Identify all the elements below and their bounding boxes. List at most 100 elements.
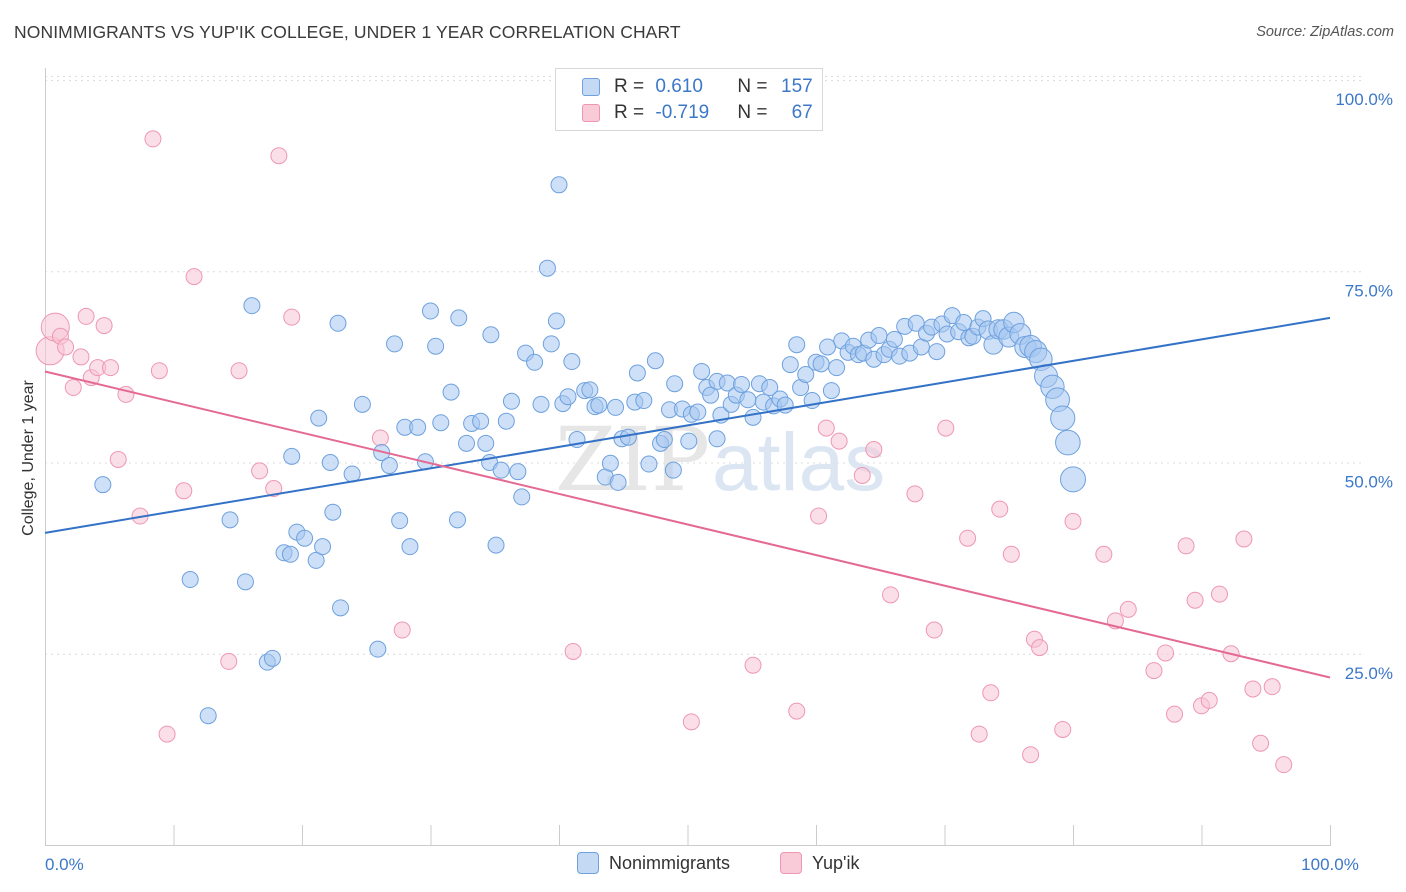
nonimmigrants-point bbox=[532, 395, 550, 413]
nonimmigrants-point bbox=[296, 529, 314, 547]
nonimmigrants-point bbox=[640, 455, 658, 473]
nonimmigrants-point bbox=[448, 511, 466, 529]
nonimmigrants-point bbox=[547, 312, 565, 330]
series-legend-nonimmigrants: Nonimmigrants bbox=[577, 852, 730, 874]
yupik-point bbox=[1200, 691, 1218, 709]
series-legend-swatch-yupik bbox=[780, 852, 802, 874]
nonimmigrants-point bbox=[477, 434, 495, 452]
yupik-points bbox=[35, 130, 1293, 774]
yupik-point bbox=[982, 684, 1000, 702]
nonimmigrants-point bbox=[655, 431, 673, 449]
nonimmigrants-point bbox=[761, 379, 779, 397]
legend-r-value: 0.610 bbox=[655, 76, 703, 97]
yupik-point bbox=[270, 147, 288, 165]
nonimmigrants-point bbox=[482, 326, 500, 344]
yupik-point bbox=[1157, 644, 1175, 662]
yupik-point bbox=[810, 507, 828, 525]
nonimmigrants-point bbox=[369, 640, 387, 658]
trend-lines bbox=[44, 316, 1331, 679]
nonimmigrants-point bbox=[628, 364, 646, 382]
yupik-point bbox=[1095, 545, 1113, 563]
legend-swatch-yupik bbox=[582, 104, 600, 122]
nonimmigrants-point bbox=[581, 381, 599, 399]
nonimmigrants-point bbox=[442, 383, 460, 401]
nonimmigrants-point bbox=[427, 337, 445, 355]
yupik-point bbox=[788, 702, 806, 720]
nonimmigrants-point bbox=[502, 392, 520, 410]
yupik-point bbox=[1145, 662, 1163, 680]
yupik-trend-line bbox=[44, 370, 1331, 679]
y-tick-label: 50.0% bbox=[1345, 473, 1393, 492]
nonimmigrants-point bbox=[497, 412, 515, 430]
y-tick-label: 25.0% bbox=[1345, 664, 1393, 683]
nonimmigrants-point bbox=[590, 396, 608, 414]
nonimmigrants-point bbox=[450, 309, 468, 327]
yupik-point bbox=[1210, 585, 1228, 603]
nonimmigrants-point bbox=[314, 538, 332, 556]
nonimmigrants-point bbox=[307, 551, 325, 569]
legend-r-label: R = bbox=[614, 102, 650, 123]
nonimmigrants-point bbox=[526, 353, 544, 371]
x-tick-label: 0.0% bbox=[45, 855, 84, 874]
legend-n-label: N = bbox=[737, 102, 773, 123]
nonimmigrants-point bbox=[550, 176, 568, 194]
nonimmigrants-point bbox=[788, 336, 806, 354]
yupik-point bbox=[1022, 746, 1040, 764]
nonimmigrants-point bbox=[181, 571, 199, 589]
nonimmigrants-point bbox=[332, 599, 350, 617]
nonimmigrants-point bbox=[380, 457, 398, 475]
axes bbox=[45, 68, 1331, 846]
nonimmigrants-point bbox=[739, 391, 757, 409]
nonimmigrants-point bbox=[702, 386, 720, 404]
nonimmigrants-point bbox=[708, 430, 726, 448]
series-legend-label: Nonimmigrants bbox=[609, 852, 731, 873]
yupik-point bbox=[64, 379, 82, 397]
series-legend-yupik: Yup'ik bbox=[780, 852, 859, 874]
legend-n-label: N = bbox=[737, 76, 773, 97]
nonimmigrants-point bbox=[321, 454, 339, 471]
legend-row-nonimmigrants: R = 0.610 N = 157 bbox=[582, 74, 813, 100]
yupik-point bbox=[925, 621, 943, 639]
yupik-point bbox=[1031, 639, 1049, 657]
yupik-point bbox=[220, 652, 238, 670]
yupik-point bbox=[1244, 680, 1262, 698]
watermark-atlas: atlas bbox=[712, 417, 885, 508]
nonimmigrants-point bbox=[542, 335, 560, 353]
yupik-point bbox=[744, 656, 762, 674]
yupik-point bbox=[77, 307, 95, 325]
yupik-point bbox=[1186, 591, 1204, 609]
nonimmigrants-point bbox=[243, 297, 261, 315]
yupik-point bbox=[1275, 756, 1293, 774]
nonimmigrants-point bbox=[744, 408, 762, 426]
legend-n-value: 157 bbox=[781, 76, 813, 97]
yupik-point bbox=[102, 359, 120, 377]
y-tick-label: 75.0% bbox=[1345, 281, 1393, 300]
nonimmigrants-point bbox=[263, 649, 281, 667]
nonimmigrants-point bbox=[386, 335, 404, 353]
nonimmigrants-point bbox=[1060, 466, 1086, 493]
nonimmigrants-point bbox=[94, 476, 112, 494]
series-legend-label: Yup'ik bbox=[812, 852, 860, 873]
nonimmigrants-point bbox=[885, 330, 903, 348]
yupik-point bbox=[371, 429, 389, 447]
legend-r-value: -0.719 bbox=[655, 102, 710, 123]
nonimmigrants-point bbox=[538, 259, 556, 277]
nonimmigrants-point bbox=[472, 412, 490, 430]
yupik-point bbox=[937, 419, 955, 437]
yupik-point bbox=[109, 450, 127, 468]
nonimmigrants-point bbox=[199, 707, 217, 725]
nonimmigrants-point bbox=[607, 398, 625, 416]
yupik-point bbox=[95, 317, 113, 335]
yupik-point bbox=[230, 362, 248, 380]
y-tick-label: 100.0% bbox=[1335, 90, 1393, 109]
x-tick-label: 100.0% bbox=[1301, 855, 1359, 874]
yupik-point bbox=[970, 725, 988, 743]
yupik-point bbox=[906, 485, 924, 503]
yupik-point bbox=[158, 725, 176, 743]
yupik-point bbox=[817, 419, 835, 437]
nonimmigrants-point bbox=[732, 375, 750, 393]
nonimmigrants-point bbox=[797, 366, 815, 384]
stats-legend: R = 0.610 N = 157 R = -0.719 N = 67 bbox=[555, 68, 823, 131]
yupik-point bbox=[265, 480, 283, 498]
chart-title: NONIMMIGRANTS VS YUP'IK COLLEGE, UNDER 1… bbox=[14, 22, 681, 42]
